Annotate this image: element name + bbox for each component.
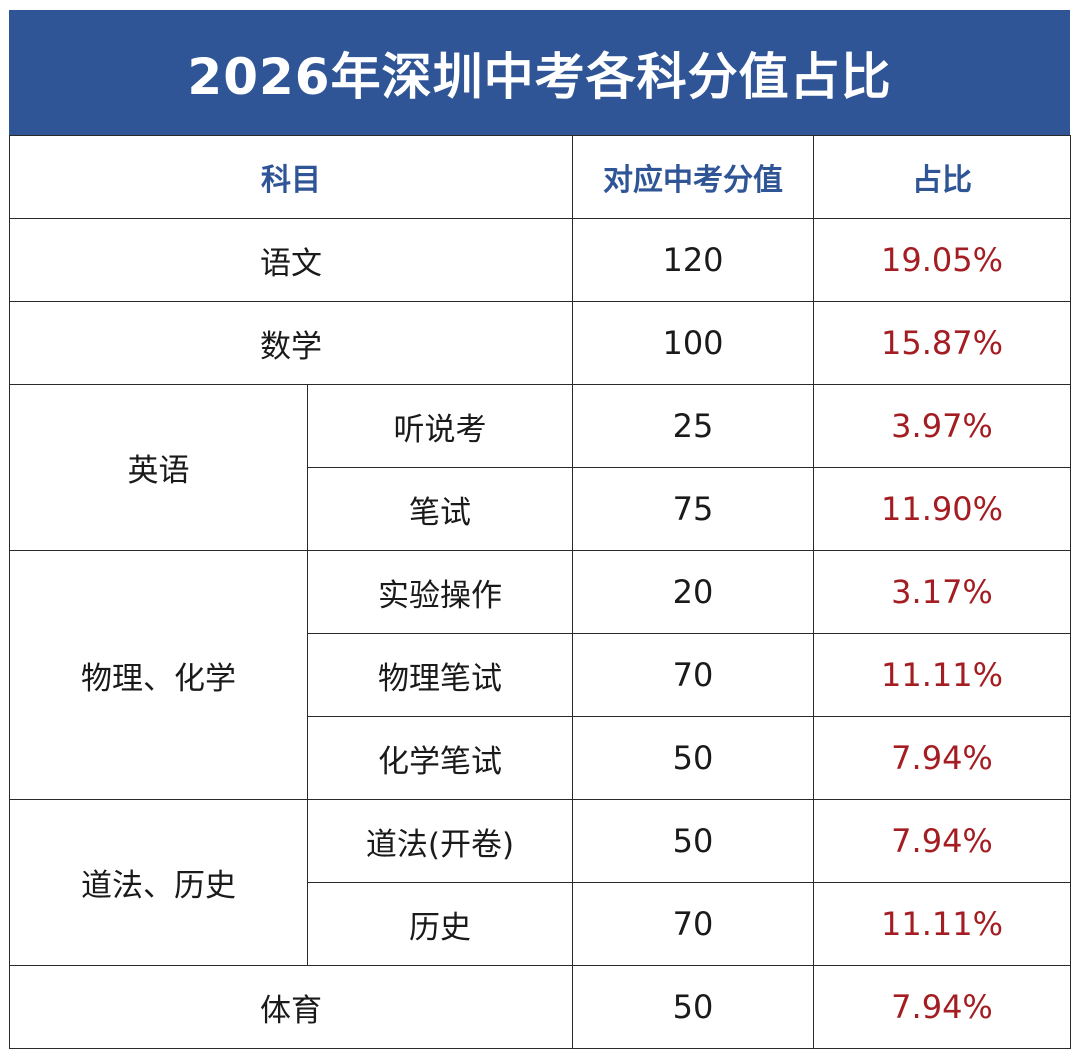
- subpart-cell: 化学笔试: [307, 716, 573, 800]
- ratio-cell: 11.11%: [813, 633, 1071, 717]
- table-row: 化学笔试 50 7.94%: [10, 716, 1071, 800]
- ratio-cell: 7.94%: [813, 716, 1071, 800]
- table-row: 物理、化学 实验操作 20 3.17%: [9, 550, 1071, 800]
- ratio-cell: 15.87%: [813, 301, 1071, 385]
- score-cell: 100: [572, 301, 814, 385]
- ratio-cell: 7.94%: [813, 799, 1071, 883]
- score-cell: 20: [572, 550, 814, 634]
- score-cell: 50: [572, 716, 814, 800]
- score-cell: 50: [572, 799, 814, 883]
- subject-cell: 体育: [9, 965, 573, 1049]
- ratio-cell: 11.11%: [813, 882, 1071, 966]
- subpart-cell: 道法(开卷): [307, 799, 573, 883]
- header-score: 对应中考分值: [572, 135, 814, 219]
- subject-group-cell: 物理、化学: [9, 550, 308, 800]
- table-row: 历史 70 11.11%: [10, 882, 1071, 966]
- subject-cell: 数学: [9, 301, 573, 385]
- ratio-cell: 3.97%: [813, 384, 1071, 468]
- subpart-cell: 物理笔试: [307, 633, 573, 717]
- table-row: 英语 听说考 25 3.97%: [9, 384, 1071, 551]
- table-row: 笔试 75 11.90%: [10, 467, 1071, 551]
- table-row: 数学 100 15.87%: [9, 301, 1071, 385]
- score-cell: 70: [572, 882, 814, 966]
- subject-cell: 语文: [9, 218, 573, 302]
- subject-group-cell: 道法、历史: [9, 799, 308, 966]
- table-row: 体育 50 7.94%: [9, 965, 1071, 1049]
- table-row: 语文 120 19.05%: [9, 218, 1071, 302]
- score-cell: 50: [572, 965, 814, 1049]
- table-header-row: 科目 对应中考分值 占比: [9, 135, 1071, 219]
- page-title: 2026年深圳中考各科分值占比: [187, 47, 892, 106]
- subpart-cell: 历史: [307, 882, 573, 966]
- ratio-cell: 3.17%: [813, 550, 1071, 634]
- ratio-cell: 11.90%: [813, 467, 1071, 551]
- score-cell: 70: [572, 633, 814, 717]
- subject-group-cell: 英语: [9, 384, 308, 551]
- header-ratio: 占比: [813, 135, 1071, 219]
- score-cell: 25: [572, 384, 814, 468]
- score-table: 科目 对应中考分值 占比 语文 120 19.05% 数学 100 15.87%…: [9, 135, 1071, 1049]
- header-subject: 科目: [9, 135, 573, 219]
- subpart-cell: 听说考: [307, 384, 573, 468]
- score-cell: 120: [572, 218, 814, 302]
- table-row: 道法、历史 道法(开卷) 50 7.94%: [9, 799, 1071, 966]
- ratio-cell: 7.94%: [813, 965, 1071, 1049]
- subpart-cell: 笔试: [307, 467, 573, 551]
- subpart-cell: 实验操作: [307, 550, 573, 634]
- score-cell: 75: [572, 467, 814, 551]
- ratio-cell: 19.05%: [813, 218, 1071, 302]
- title-banner: 2026年深圳中考各科分值占比: [9, 10, 1070, 135]
